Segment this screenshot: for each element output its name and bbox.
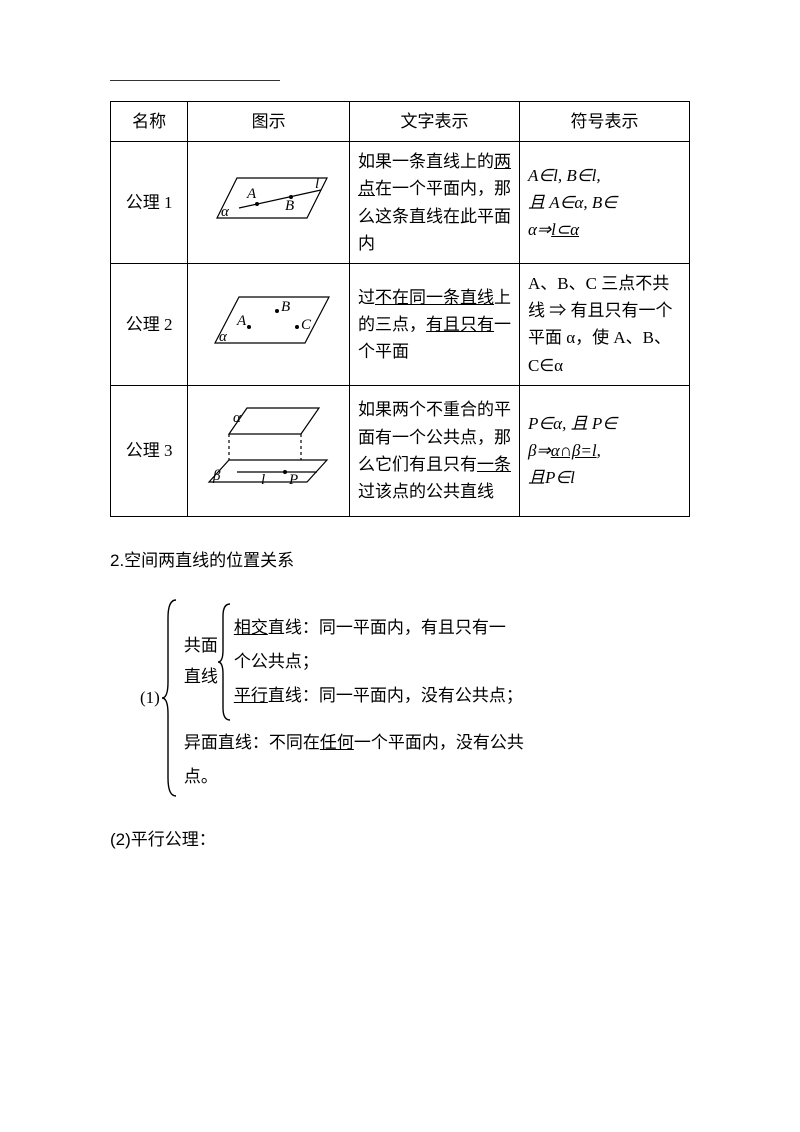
sym-part: 且P∈l	[528, 468, 575, 487]
th-symbol: 符号表示	[519, 102, 689, 142]
svg-text:α: α	[233, 410, 242, 426]
axioms-table: 名称 图示 文字表示 符号表示 公理 1 A B l α 如果一条直线上的两点在…	[110, 101, 690, 517]
svg-text:P: P	[288, 472, 298, 488]
text-underline: 一条	[477, 455, 511, 474]
inner-tail: 直线：同一平面内，没有公共点；	[268, 686, 523, 705]
table-row: 公理 3 α β l P 如果两个不重合的平面有一个公共点，那么它们有且只有一条…	[111, 385, 690, 516]
diagram-svg-2: A B C α	[199, 275, 339, 365]
svg-text:α: α	[219, 329, 228, 345]
case-block: (1) 共面 直线 相交直线：同一平面内，有且只有一 个公共点；	[140, 598, 690, 798]
label-line: 共面	[184, 631, 218, 662]
axiom2-diagram: A B C α	[188, 263, 350, 385]
section2-heading: 2.空间两直线的位置关系	[110, 547, 690, 574]
text-underline: 不在同一条直线	[375, 288, 494, 307]
outer-brace-icon	[162, 598, 180, 798]
text-part: 如果一条直线上的	[358, 152, 494, 171]
axiom-name: 公理 3	[111, 385, 188, 516]
th-diagram: 图示	[188, 102, 350, 142]
axiom3-diagram: α β l P	[188, 385, 350, 516]
sym-underline: α∩β=l	[551, 441, 597, 460]
svg-text:B: B	[285, 198, 294, 214]
axiom3-symbol: P∈α, 且 P∈ β⇒α∩β=l, 且P∈l	[519, 385, 689, 516]
diagram-svg-3: α β l P	[199, 392, 339, 502]
axiom1-diagram: A B l α	[188, 142, 350, 264]
table-header-row: 名称 图示 文字表示 符号表示	[111, 102, 690, 142]
svg-text:C: C	[301, 317, 312, 333]
inner-underline: 相交	[234, 618, 268, 637]
diagram-svg-1: A B l α	[199, 158, 339, 238]
text-underline: 有且只有	[426, 315, 494, 334]
skew-tail: 一个平面内，没有公共	[354, 733, 524, 752]
th-name: 名称	[111, 102, 188, 142]
text-part: 过该点的公共直线	[358, 482, 494, 501]
sym-underline: l⊂α	[551, 220, 579, 239]
axiom2-text: 过不在同一条直线上的三点，有且只有一个平面	[350, 263, 520, 385]
inner-underline: 平行	[234, 686, 268, 705]
case-label: (1)	[140, 679, 160, 716]
inner-row: 平行直线：同一平面内，没有公共点；	[234, 679, 523, 713]
skew-underline: 任何	[320, 733, 354, 752]
axiom1-text: 如果一条直线上的两点在一个平面内，那么这条直线在此平面内	[350, 142, 520, 264]
axiom2-symbol: A、B、C 三点不共线 ⇒ 有且只有一个平面 α，使 A、B、C∈α	[519, 263, 689, 385]
table-row: 公理 1 A B l α 如果一条直线上的两点在一个平面内，那么这条直线在此平面…	[111, 142, 690, 264]
sym-part: ,	[597, 441, 601, 460]
header-rule	[110, 80, 280, 81]
label-line: 直线	[184, 662, 218, 693]
svg-text:A: A	[236, 313, 247, 329]
svg-text:l: l	[315, 176, 319, 192]
inner-row: 个公共点；	[234, 645, 523, 679]
svg-text:l: l	[261, 472, 265, 488]
svg-text:B: B	[281, 299, 290, 315]
inner-brace-icon	[218, 602, 234, 722]
skew-line-row: 异面直线：不同在任何一个平面内，没有公共	[184, 726, 524, 760]
skew-prefix: 异面直线：不同在	[184, 733, 320, 752]
sym-part: A、B、C 三点不共线 ⇒ 有且只有一个平面 α，使 A、B、C∈α	[528, 274, 673, 375]
text-part: 在一个平面内，那么这条直线在此平面内	[358, 179, 511, 252]
svg-text:α: α	[221, 204, 230, 220]
axiom-name: 公理 1	[111, 142, 188, 264]
axiom3-text: 如果两个不重合的平面有一个公共点，那么它们有且只有一条过该点的公共直线	[350, 385, 520, 516]
skew-line-row2: 点。	[184, 760, 524, 794]
coplanar-label: 共面 直线	[184, 631, 218, 692]
axiom1-symbol: A∈l, B∈l, 且 A∈α, B∈ α⇒l⊂α	[519, 142, 689, 264]
inner-case-content: 相交直线：同一平面内，有且只有一 个公共点； 平行直线：同一平面内，没有公共点；	[234, 611, 523, 713]
th-text: 文字表示	[350, 102, 520, 142]
sym-part: α⇒	[528, 220, 551, 239]
outer-case-content: 共面 直线 相交直线：同一平面内，有且只有一 个公共点； 平行直线：同一平面内，…	[180, 602, 524, 794]
inner-row: 相交直线：同一平面内，有且只有一	[234, 611, 523, 645]
text-part: 过	[358, 288, 375, 307]
axiom-name: 公理 2	[111, 263, 188, 385]
sym-part: A∈l, B∈l,	[528, 166, 601, 185]
table-row: 公理 2 A B C α 过不在同一条直线上的三点，有且只有一个平面 A、B、C…	[111, 263, 690, 385]
parallel-axiom-heading: (2)平行公理：	[110, 826, 690, 853]
sym-part: P∈α, 且 P∈	[528, 414, 617, 433]
svg-text:A: A	[246, 186, 257, 202]
sym-part: 且 A∈α, B∈	[528, 193, 617, 212]
sym-part: β⇒	[528, 441, 551, 460]
inner-tail: 直线：同一平面内，有且只有一	[268, 618, 506, 637]
svg-text:β: β	[212, 468, 221, 484]
